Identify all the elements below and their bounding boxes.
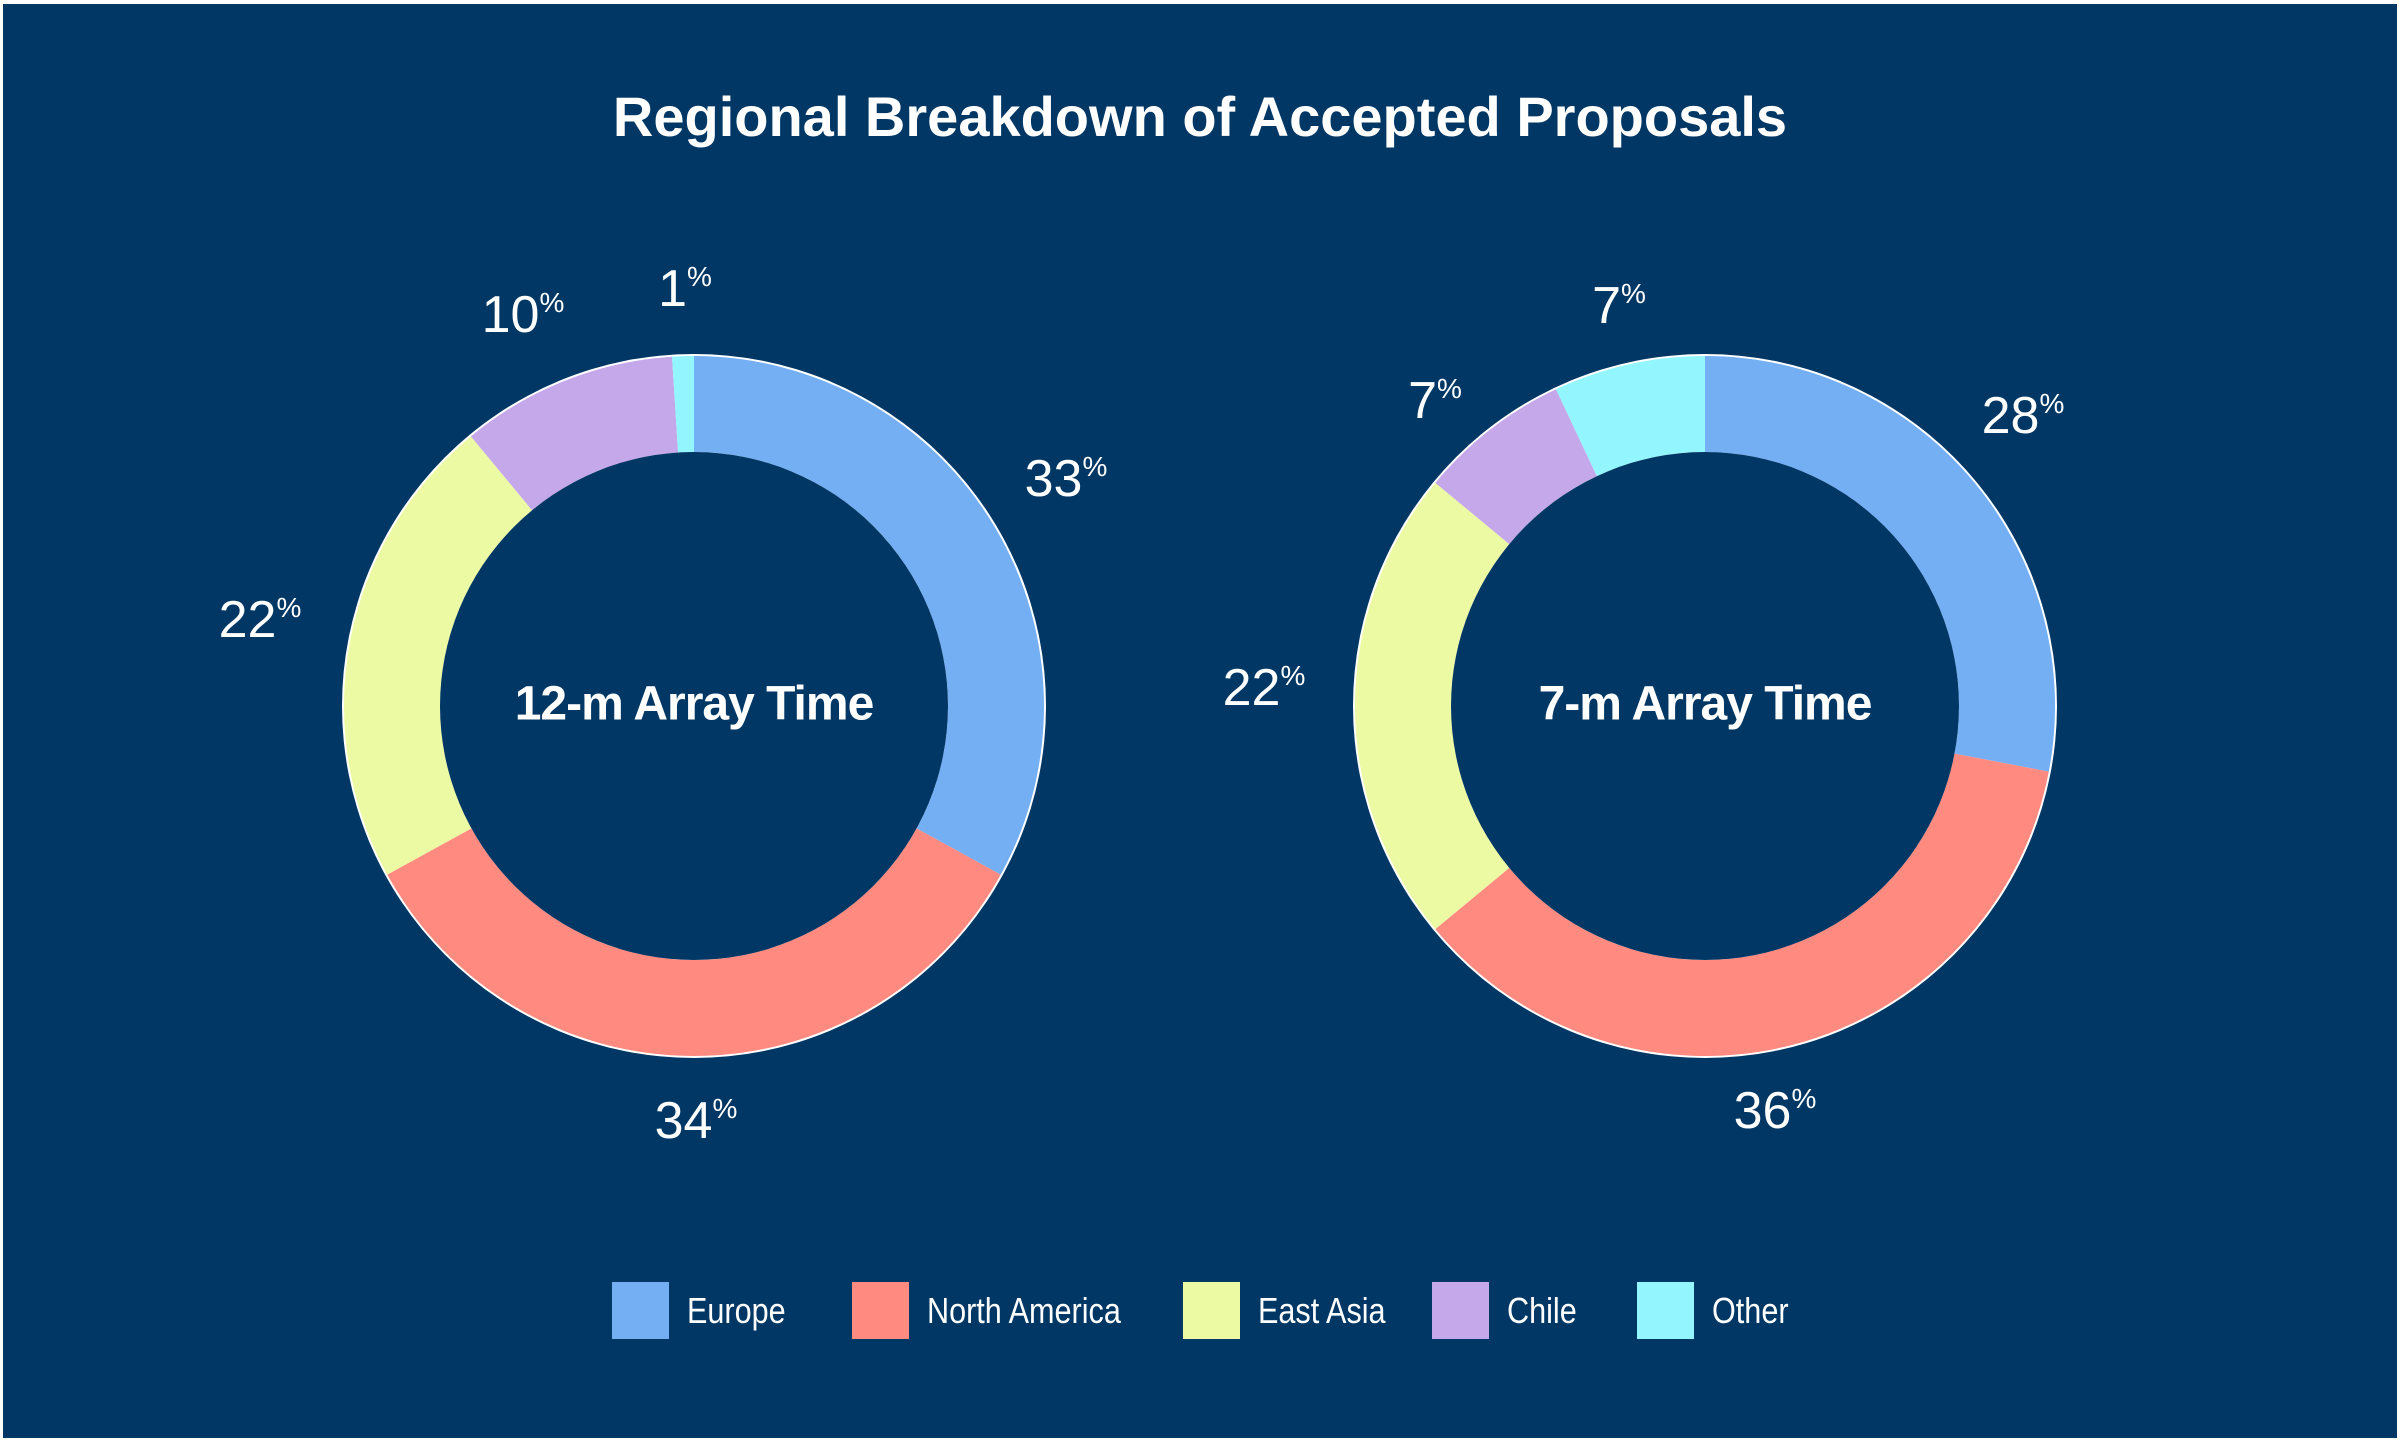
data-label: 36% xyxy=(1733,1082,1817,1140)
data-label: 34% xyxy=(654,1092,738,1150)
slice-other xyxy=(1555,356,1705,477)
slice-chile xyxy=(470,356,679,511)
data-label: 10% xyxy=(481,286,565,344)
legend-swatch xyxy=(612,1282,669,1339)
legend-item-north-america: North America xyxy=(852,1282,1155,1339)
slice-chile xyxy=(1435,389,1597,545)
slice-north-america xyxy=(1435,753,2049,1057)
center-label-12m: 12-m Array Time xyxy=(514,677,875,731)
slice-europe xyxy=(1705,356,2055,772)
slice-east-asia xyxy=(1355,482,1510,930)
donut-hole xyxy=(440,452,948,960)
chart-title: Regional Breakdown of Accepted Proposals xyxy=(612,85,1788,148)
legend-swatch xyxy=(852,1282,909,1339)
data-label: 28% xyxy=(1981,387,2065,445)
legend-swatch xyxy=(1637,1282,1694,1339)
slice-east-asia xyxy=(344,436,533,875)
data-label: 7% xyxy=(1408,372,1462,430)
legend-label: Chile xyxy=(1507,1289,1577,1331)
slice-europe xyxy=(694,356,1044,875)
legend-item-chile: Chile xyxy=(1432,1282,1589,1339)
slice-other xyxy=(672,356,694,453)
legend-label: Other xyxy=(1712,1289,1789,1331)
legend-item-europe: Europe xyxy=(612,1282,803,1339)
legend-item-east-asia: East Asia xyxy=(1183,1282,1408,1339)
data-label: 22% xyxy=(218,591,302,649)
legend-swatch xyxy=(1432,1282,1489,1339)
donut-hole xyxy=(1451,452,1959,960)
data-label: 33% xyxy=(1024,450,1108,508)
data-label: 1% xyxy=(658,260,712,318)
legend-label: North America xyxy=(927,1289,1121,1331)
data-label: 7% xyxy=(1592,277,1646,335)
legend-label: East Asia xyxy=(1258,1289,1386,1331)
legend-swatch xyxy=(1183,1282,1240,1339)
legend-item-other: Other xyxy=(1637,1282,1802,1339)
data-label: 22% xyxy=(1222,659,1306,717)
legend-label: Europe xyxy=(687,1289,786,1331)
slice-north-america xyxy=(387,828,1001,1056)
center-label-7m: 7-m Array Time xyxy=(1538,677,1873,731)
